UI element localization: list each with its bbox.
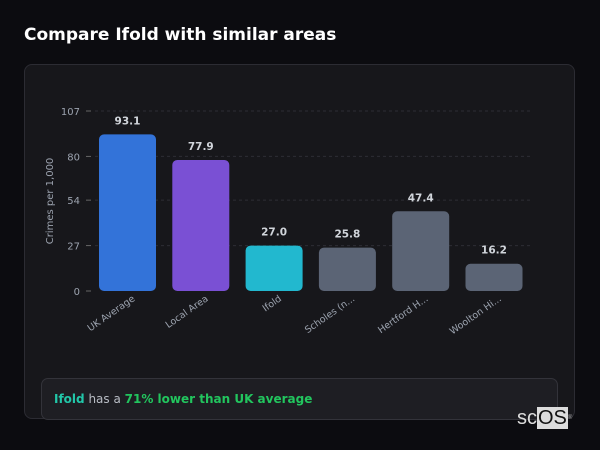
bar-2	[245, 245, 303, 291]
scos-logo: scOS®	[517, 407, 573, 429]
bar-0	[99, 134, 156, 291]
x-tick-label: UK Average	[86, 293, 138, 334]
value-label: 93.1	[115, 115, 141, 127]
comparison-highlight: 71% lower than UK average	[124, 392, 313, 406]
y-tick-label: 0	[74, 287, 80, 298]
value-label: 77.9	[188, 141, 214, 153]
x-tick-label: Woolton Hi...	[448, 293, 504, 337]
y-axis-label: Crimes per 1,000	[45, 158, 56, 245]
bar-3	[318, 247, 376, 291]
x-tick-label: Hertford H...	[376, 293, 430, 336]
x-tick-label: Ifold	[261, 293, 284, 314]
y-tick-label: 107	[61, 107, 80, 118]
value-label: 25.8	[334, 229, 360, 241]
value-label: 47.4	[408, 192, 434, 204]
note-text: has a	[84, 392, 125, 406]
bar-5	[465, 263, 523, 291]
y-tick-label: 54	[67, 196, 80, 207]
x-tick-label: Local Area	[164, 293, 211, 330]
value-label: 16.2	[481, 245, 507, 257]
page-title: Compare Ifold with similar areas	[24, 25, 337, 45]
y-tick-label: 27	[67, 242, 80, 253]
y-tick-label: 80	[67, 152, 80, 163]
comparison-note: Ifold has a 71% lower than UK average	[41, 378, 558, 420]
x-tick-label: Scholes (n...	[303, 293, 357, 335]
area-name: Ifold	[54, 392, 85, 406]
bar-1	[172, 159, 230, 291]
bar-4	[392, 211, 450, 291]
value-label: 27.0	[261, 227, 287, 239]
